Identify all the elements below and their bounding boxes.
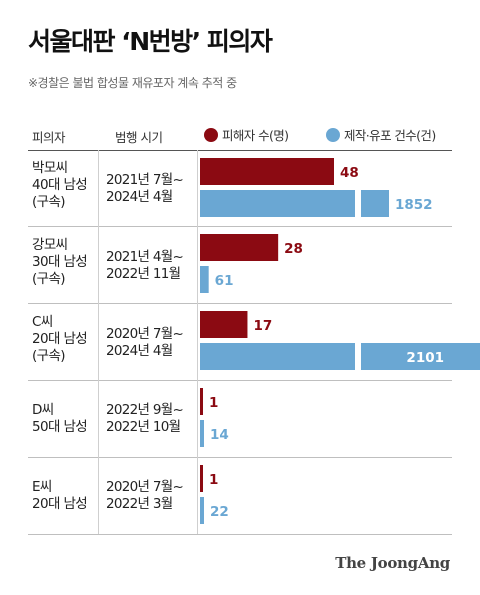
column-header-period: 범행 시기 <box>115 130 163 145</box>
suspect-age: 50대 남성 <box>32 419 88 435</box>
period-end: 2022년 11월 <box>106 266 181 282</box>
bar-videos-5 <box>200 497 204 524</box>
label-victims-1: 48 <box>340 165 359 181</box>
bar-victims-4 <box>200 388 203 415</box>
row-divider <box>28 226 452 227</box>
suspect-status: (구속) <box>32 348 66 364</box>
label-victims-5: 1 <box>209 472 218 488</box>
header-rule <box>28 150 452 151</box>
bar-videos-1-cont <box>361 190 389 217</box>
label-victims-4: 1 <box>209 395 218 411</box>
suspect-name: C씨 <box>32 314 53 330</box>
period-end: 2024년 4월 <box>106 189 173 205</box>
suspect-age: 30대 남성 <box>32 254 88 270</box>
label-victims-2: 28 <box>284 241 303 257</box>
row-suspect-4: D씨 50대 남성 <box>32 402 88 436</box>
period-start: 2020년 7월~ <box>106 326 184 342</box>
label-videos-3: 2101 <box>406 350 444 366</box>
bar-videos-3 <box>200 343 355 370</box>
bar-videos-1 <box>200 190 355 217</box>
legend-videos: 제작·유포 건수(건) <box>326 125 436 144</box>
label-videos-5: 22 <box>210 504 229 520</box>
column-header-suspect: 피의자 <box>32 130 66 145</box>
label-videos-1: 1852 <box>395 197 433 213</box>
row-suspect-2: 강모씨 30대 남성 (구속) <box>32 237 88 288</box>
period-end: 2022년 10월 <box>106 419 181 435</box>
suspect-age: 40대 남성 <box>32 177 88 193</box>
row-suspect-1: 박모씨 40대 남성 (구속) <box>32 160 88 211</box>
suspect-name: 강모씨 <box>32 237 68 253</box>
suspect-age: 20대 남성 <box>32 331 88 347</box>
row-divider <box>28 380 452 381</box>
page-subtitle: ※경찰은 불법 합성물 재유포자 계속 추적 중 <box>28 76 237 90</box>
suspect-status: (구속) <box>32 271 66 287</box>
row-suspect-3: C씨 20대 남성 (구속) <box>32 314 88 365</box>
suspect-name: E씨 <box>32 479 52 495</box>
column-divider <box>98 150 99 534</box>
bar-victims-2 <box>200 234 279 261</box>
bar-videos-3-cont <box>361 343 480 370</box>
row-suspect-5: E씨 20대 남성 <box>32 479 88 513</box>
period-start: 2021년 4월~ <box>106 249 184 265</box>
row-period-3: 2020년 7월~ 2024년 4월 <box>106 326 184 360</box>
row-divider <box>28 303 452 304</box>
bar-victims-3 <box>200 311 248 338</box>
suspect-name: D씨 <box>32 402 54 418</box>
label-victims-3: 17 <box>253 318 272 334</box>
row-divider <box>28 457 452 458</box>
bar-videos-4 <box>200 420 204 447</box>
period-start: 2020년 7월~ <box>106 479 184 495</box>
bar-victims-1 <box>200 158 334 185</box>
suspect-age: 20대 남성 <box>32 496 88 512</box>
brand-logo: The JoongAng <box>335 554 450 572</box>
legend-videos-dot-icon <box>326 127 340 142</box>
row-period-1: 2021년 7월~ 2024년 4월 <box>106 172 184 206</box>
legend-victims-dot-icon <box>204 127 218 142</box>
row-period-5: 2020년 7월~ 2022년 3월 <box>106 479 184 513</box>
suspect-status: (구속) <box>32 194 66 210</box>
period-start: 2022년 9월~ <box>106 402 184 418</box>
bar-videos-2 <box>200 266 209 293</box>
row-period-2: 2021년 4월~ 2022년 11월 <box>106 249 184 283</box>
legend-victims-label: 피해자 수(명) <box>222 128 289 143</box>
legend-videos-label: 제작·유포 건수(건) <box>344 128 436 143</box>
column-divider <box>197 150 198 534</box>
legend-victims: 피해자 수(명) <box>204 125 289 144</box>
label-videos-2: 61 <box>215 273 234 289</box>
bar-victims-5 <box>200 465 203 492</box>
bottom-rule <box>28 534 452 535</box>
period-start: 2021년 7월~ <box>106 172 184 188</box>
row-period-4: 2022년 9월~ 2022년 10월 <box>106 402 184 436</box>
label-videos-4: 14 <box>210 427 229 443</box>
suspect-name: 박모씨 <box>32 160 68 176</box>
period-end: 2024년 4월 <box>106 343 173 359</box>
period-end: 2022년 3월 <box>106 496 173 512</box>
page-title: 서울대판 ‘N번방’ 피의자 <box>28 27 273 56</box>
